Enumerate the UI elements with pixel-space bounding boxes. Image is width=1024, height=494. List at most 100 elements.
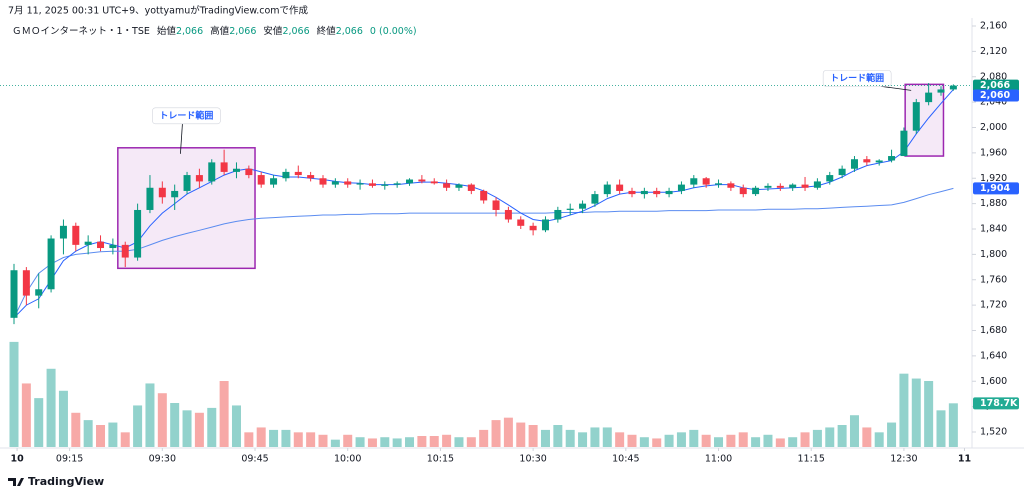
- candle-body: [937, 89, 945, 93]
- x-tick-label: 09:15: [56, 454, 83, 465]
- volume-bar: [244, 432, 254, 447]
- candle-body: [739, 187, 747, 195]
- annotation-box: [904, 83, 945, 157]
- y-tick-label: 2,160: [980, 21, 1007, 32]
- volume-bar: [429, 436, 439, 447]
- volume-bar: [46, 368, 56, 447]
- y-tick-label: 1,760: [980, 274, 1007, 285]
- volume-bar: [34, 398, 44, 447]
- candle-body: [949, 85, 957, 90]
- y-tick-label: 1,840: [980, 224, 1007, 235]
- legend: ＧＭＯインターネット・1・TSE 始値2,066 高値2,066 安値2,066…: [12, 25, 417, 37]
- candle-body: [22, 270, 30, 296]
- volume-bar: [281, 429, 291, 447]
- candle-body: [406, 179, 414, 184]
- volume-bar: [775, 438, 785, 447]
- candle-body: [900, 130, 908, 157]
- y-tick-label: 1,920: [980, 173, 1007, 184]
- legend-value: 2,066: [176, 26, 203, 37]
- volume-bar: [256, 427, 266, 447]
- candle-body: [579, 203, 587, 209]
- candle-body: [752, 187, 760, 195]
- candle-body: [430, 181, 438, 184]
- volume-bar: [491, 420, 501, 447]
- annotation-callout: [152, 107, 221, 125]
- y-tick-label: 1,680: [980, 325, 1007, 336]
- logo-icon: [8, 478, 24, 486]
- candle-body: [393, 183, 401, 185]
- candle-body: [368, 183, 376, 186]
- y-tick-label: 2,040: [980, 97, 1007, 108]
- candle-body: [294, 171, 302, 176]
- candle-body: [270, 178, 278, 185]
- y-tick-label: 1,640: [980, 350, 1007, 361]
- annotation-pointer: [180, 123, 183, 154]
- volume-bar: [590, 427, 600, 447]
- volume-bar: [676, 432, 686, 447]
- volume-bar: [652, 438, 662, 447]
- candle-body: [134, 209, 142, 258]
- x-tick-label: 12:30: [890, 454, 917, 465]
- candle-body: [10, 270, 18, 318]
- volume-bar: [58, 390, 68, 447]
- candle-body: [307, 175, 315, 179]
- candle-body: [492, 200, 500, 210]
- candle-body: [356, 183, 364, 185]
- vwap-line: [13, 187, 954, 319]
- candle-body: [381, 184, 389, 186]
- y-tick-label: 1,960: [980, 147, 1007, 158]
- x-tick-label: 09:45: [241, 454, 268, 465]
- candle-body: [554, 209, 562, 220]
- candle-body: [109, 244, 117, 249]
- close-label: 2,066: [980, 80, 1010, 91]
- candle-body: [72, 225, 80, 245]
- volume-bar: [120, 432, 130, 447]
- volume-bar: [911, 378, 921, 447]
- candle-body: [603, 184, 611, 195]
- candle-body: [35, 289, 43, 296]
- candle-body: [875, 160, 883, 163]
- volume-bar: [602, 427, 612, 447]
- candle-body: [171, 190, 179, 198]
- volume-bar: [627, 434, 637, 447]
- volume-label-box: [973, 397, 1019, 410]
- legend-value: 2,066: [229, 26, 256, 37]
- volume-bar: [194, 412, 204, 447]
- volume-bar: [108, 422, 118, 447]
- x-tick-label: 10: [10, 454, 24, 465]
- candle-body: [517, 219, 525, 226]
- symbol: ＧＭＯインターネット・1・TSE: [12, 26, 150, 37]
- volume-bar: [21, 383, 31, 447]
- x-tick-label: 11:15: [798, 454, 825, 465]
- legend-label: 始値: [157, 25, 177, 37]
- candle-body: [529, 225, 537, 231]
- volume-bar: [330, 439, 340, 447]
- candle-body: [208, 162, 216, 182]
- candle-body: [467, 184, 475, 191]
- volume-bar: [578, 432, 588, 447]
- candle-body: [888, 156, 896, 161]
- volume-bar: [219, 381, 229, 447]
- volume-bar: [800, 432, 810, 447]
- annotation-label: トレード範囲: [159, 109, 213, 121]
- candle-body: [591, 194, 599, 204]
- candle-body: [566, 208, 574, 210]
- candle-body: [925, 92, 933, 103]
- x-tick-label: 11: [958, 454, 971, 465]
- volume-bar: [689, 429, 699, 447]
- y-tick-label: 1,880: [980, 198, 1007, 209]
- candle-body: [158, 187, 166, 198]
- candle-body: [715, 183, 723, 185]
- candle-body: [665, 190, 673, 195]
- volume-bar: [924, 381, 934, 447]
- candle-body: [640, 190, 648, 195]
- header: 7月 11, 2025 00:31 UTC+9、yottyamuがTrading…: [8, 5, 309, 17]
- volume-bar: [454, 437, 464, 447]
- legend-value: 2,066: [336, 26, 363, 37]
- volume-bar: [9, 341, 19, 447]
- volume-bar: [145, 383, 155, 447]
- volume-bar: [479, 429, 489, 447]
- volume-bar: [751, 437, 761, 447]
- candle-body: [480, 190, 488, 201]
